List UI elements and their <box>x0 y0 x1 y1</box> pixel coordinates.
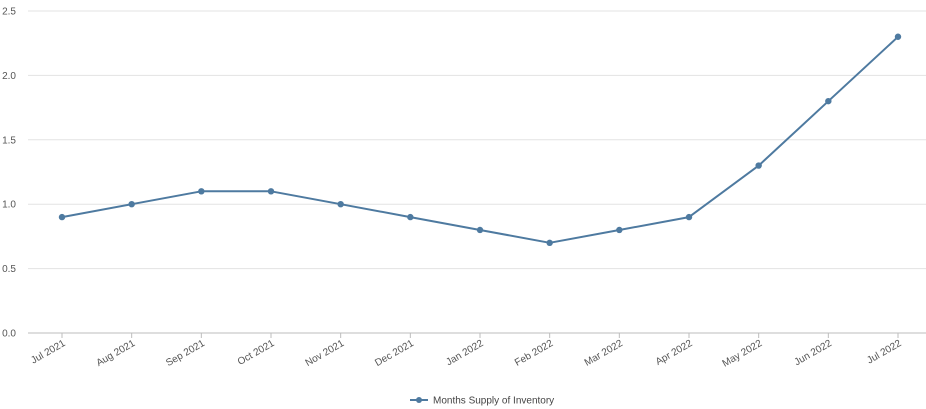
data-point[interactable] <box>337 201 344 208</box>
data-point[interactable] <box>58 213 66 221</box>
x-tick-label: Jul 2021 <box>29 338 68 367</box>
data-point[interactable] <box>894 33 902 40</box>
x-axis: Jul 2021 Aug 2021 Sep 2021 Oct 2021 Nov 2021… <box>29 333 904 370</box>
x-tick-label: Jul 2022 <box>865 338 904 367</box>
gridlines <box>28 10 926 334</box>
x-tick-label: Sep 2021 <box>164 338 207 369</box>
x-tick-label: Jan 2022 <box>444 338 486 368</box>
data-point[interactable] <box>616 226 623 234</box>
legend-label[interactable]: Months Supply of Inventory <box>433 396 554 407</box>
y-tick-label: 2.5 <box>2 7 16 18</box>
data-point[interactable] <box>825 97 832 105</box>
x-tick-label: Aug 2021 <box>95 338 138 369</box>
y-tick-label: 2.0 <box>2 71 16 82</box>
data-point[interactable] <box>546 239 553 247</box>
data-point[interactable] <box>407 213 414 221</box>
x-tick-label: Apr 2022 <box>654 338 695 368</box>
y-tick-label: 0.5 <box>2 264 16 275</box>
x-tick-label: Oct 2021 <box>236 338 277 368</box>
data-point[interactable] <box>685 213 693 221</box>
y-tick-label: 1.0 <box>2 200 16 211</box>
data-point[interactable] <box>267 188 275 195</box>
x-tick-label: Jun 2022 <box>793 338 835 368</box>
x-tick-label: Mar 2022 <box>583 338 625 369</box>
x-tick-label: Feb 2022 <box>513 338 555 369</box>
y-tick-label: 0.0 <box>2 329 16 340</box>
series-layer <box>58 33 902 247</box>
x-tick-label: Dec 2021 <box>373 338 416 369</box>
data-point[interactable] <box>755 162 762 169</box>
legend[interactable]: Months Supply of Inventory <box>410 396 554 407</box>
data-point[interactable] <box>198 188 205 195</box>
data-point[interactable] <box>476 226 484 234</box>
x-tick-label: May 2022 <box>721 338 765 370</box>
x-tick-label: Nov 2021 <box>304 338 347 369</box>
y-tick-label: 1.5 <box>2 135 16 146</box>
data-point[interactable] <box>128 201 135 208</box>
legend-marker-swatch <box>416 397 422 403</box>
y-axis: 0.0 0.5 1.0 1.5 2.0 2.5 <box>2 7 16 340</box>
